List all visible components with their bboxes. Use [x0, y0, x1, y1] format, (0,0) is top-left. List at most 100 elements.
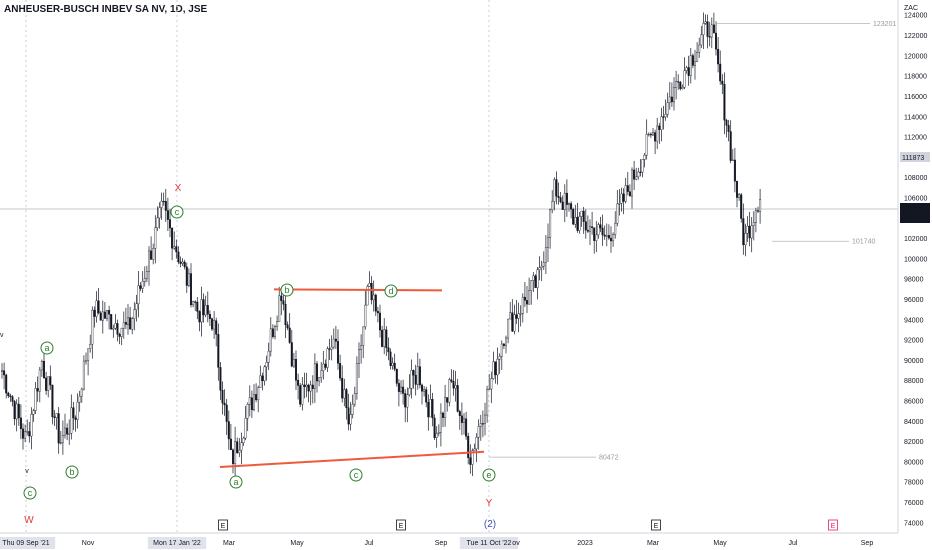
candle-body: [208, 313, 211, 319]
candle-body: [364, 304, 367, 328]
x-tick-highlight: [459, 537, 519, 549]
candle-body: [334, 338, 337, 342]
earnings-marker[interactable]: [218, 519, 228, 531]
candle-body: [759, 199, 762, 212]
high-price-label: 123201: [873, 21, 896, 28]
candle-body: [479, 423, 482, 427]
candle-body: [68, 432, 71, 435]
candle-body: [171, 227, 174, 249]
candle-body: [752, 222, 755, 226]
candle-body: [66, 427, 69, 435]
candle-body: [643, 154, 646, 160]
candle-body: [282, 300, 285, 305]
x-tick-label: Tue 11 Oct '22: [467, 540, 512, 547]
candle-body: [24, 431, 27, 439]
candle-body: [76, 401, 79, 420]
candle-body: [30, 414, 33, 437]
candle-body: [528, 290, 531, 305]
candle-body: [675, 81, 678, 88]
candle-body: [647, 133, 650, 136]
earnings-marker[interactable]: [828, 519, 838, 531]
wave-label: W: [24, 515, 34, 526]
candle-body: [150, 250, 153, 260]
candle-body: [662, 116, 665, 118]
candle-body: [412, 370, 415, 376]
candle-body: [59, 442, 62, 444]
x-tick-label: May: [713, 540, 727, 547]
candle-body: [691, 55, 694, 66]
candle-body: [137, 285, 140, 304]
candle-body: [505, 337, 508, 346]
candle-body: [502, 343, 505, 346]
candle-body: [261, 375, 264, 382]
candle-body: [55, 413, 58, 418]
candle-body: [215, 320, 218, 335]
earnings-marker[interactable]: [396, 519, 406, 531]
candle-body: [637, 171, 640, 178]
wave-label-circle: [23, 486, 37, 500]
candle-body: [147, 250, 150, 272]
current-price-label: 106497: [902, 206, 925, 213]
candle-body: [610, 237, 613, 242]
candle-body: [754, 210, 757, 223]
wave-label: iv: [0, 332, 4, 339]
wave-label: e: [486, 470, 491, 480]
countdown-label: 07:57:30: [902, 215, 929, 222]
candle-body: [160, 200, 163, 208]
candle-body: [442, 412, 445, 418]
triangle-lower-trendline[interactable]: [219, 450, 485, 469]
candle-body: [496, 358, 499, 376]
earnings-marker-label: E: [399, 523, 404, 530]
candle-body: [118, 333, 121, 337]
candle-body: [673, 87, 676, 103]
candle-body: [486, 389, 489, 416]
candle-body: [467, 436, 470, 458]
candle-body: [624, 185, 627, 202]
candle-body: [187, 273, 190, 286]
candle-body: [446, 397, 449, 403]
candle-body: [278, 295, 281, 322]
candle-body: [131, 318, 134, 330]
candle-body: [725, 119, 728, 126]
candle-body: [733, 159, 736, 182]
candle-body: [727, 125, 730, 132]
candle-body: [347, 407, 350, 425]
candle-body: [400, 386, 403, 392]
candle-body: [250, 397, 253, 411]
candle-body: [652, 132, 655, 136]
candle-body: [97, 300, 100, 314]
triangle-upper-trendline[interactable]: [273, 288, 443, 292]
candle-body: [198, 311, 201, 323]
candle-body: [322, 363, 325, 372]
y-tick-label: 120000: [904, 53, 927, 60]
candle-body: [303, 384, 306, 387]
earnings-marker[interactable]: [651, 519, 661, 531]
candle-body: [484, 414, 487, 424]
candle-body: [110, 314, 113, 330]
candle-body: [265, 361, 268, 368]
candle-body: [70, 407, 73, 434]
candle-body: [618, 203, 621, 205]
candle-body: [219, 367, 222, 391]
candle-body: [213, 320, 216, 330]
earnings-marker-label: E: [831, 523, 836, 530]
candle-body: [635, 176, 638, 180]
candle-body: [248, 397, 251, 405]
candle-body: [668, 96, 671, 103]
candle-body: [366, 286, 369, 306]
candle-body: [299, 385, 302, 405]
y-tick-label: 116000: [904, 94, 927, 101]
candle-body: [185, 266, 188, 286]
candle-body: [706, 21, 709, 37]
candle-body: [112, 327, 115, 330]
candle-body: [105, 310, 108, 319]
candle-body: [498, 355, 501, 360]
candle-body: [202, 299, 205, 316]
candle-body: [437, 432, 440, 434]
candle-body: [603, 234, 606, 237]
candle-body: [252, 394, 255, 411]
x-tick-label: Jul: [789, 540, 798, 547]
candle-body: [210, 318, 213, 330]
candle-body: [103, 311, 106, 319]
